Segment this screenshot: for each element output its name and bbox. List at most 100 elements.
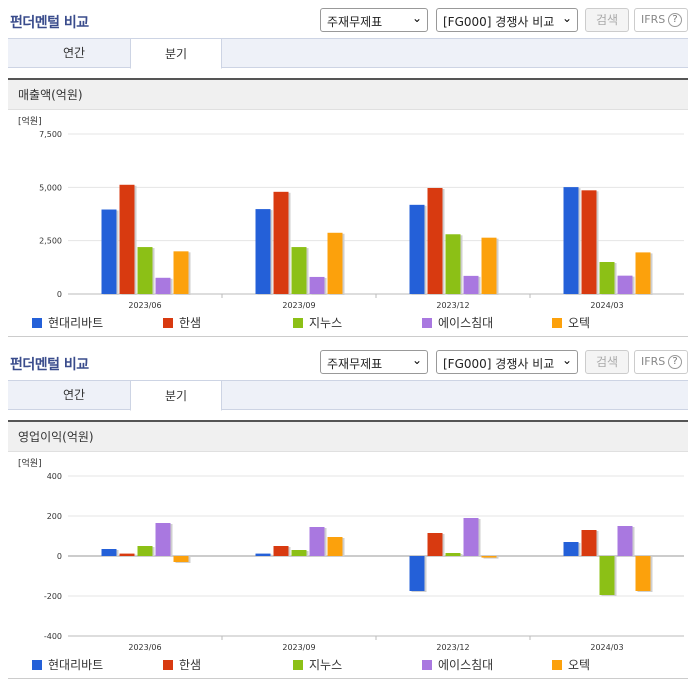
panel-divider <box>8 678 688 679</box>
legend-swatch <box>163 660 173 670</box>
bar-zinus[interactable] <box>445 234 461 294</box>
x-tick-label: 2023/12 <box>436 643 469 652</box>
bar-hanssem[interactable] <box>119 184 135 294</box>
peer-group-select[interactable]: [FG000] 경쟁사 비교 ⌄ <box>436 8 578 32</box>
bar-hanssem[interactable] <box>273 191 289 294</box>
bar-hyundai-livart[interactable] <box>101 549 117 556</box>
bar-zinus[interactable] <box>599 262 615 294</box>
bar-hyundai-livart[interactable] <box>255 209 271 294</box>
legend-label: 현대리바트 <box>48 316 104 330</box>
bar-hanssem[interactable] <box>581 530 597 556</box>
bar-zinus[interactable] <box>291 550 307 556</box>
revenue-panel: 매출액(억원) [억원] 7,500 5,000 2,500 0 2023/06 2023/… <box>8 78 688 337</box>
x-tick-label: 2023/12 <box>436 301 469 310</box>
legend-item-hanssem[interactable]: 한샘 <box>163 656 201 673</box>
help-icon[interactable]: ? <box>668 355 682 369</box>
search-button[interactable]: 검색 <box>585 8 629 32</box>
y-tick-label: 2,500 <box>39 237 62 246</box>
legend-item-hanssem[interactable]: 한샘 <box>163 314 201 331</box>
legend-item-otec[interactable]: 오텍 <box>552 656 590 673</box>
bar-zinus[interactable] <box>445 553 461 556</box>
bar-zinus[interactable] <box>137 546 153 556</box>
operating-profit-chart: [억원] 400 200 0 -200 -400 2023/06 2023/09 2023/12… <box>8 452 688 678</box>
bar-hyundai-livart[interactable] <box>409 204 425 294</box>
operating-profit-panel: 영업이익(억원) [억원] 400 200 0 -200 -400 2023/06 2023/… <box>8 420 688 679</box>
tab-annual[interactable]: 연간 <box>62 388 86 402</box>
period-tabs: 연간 분기 <box>8 38 688 69</box>
legend-label: 에이스침대 <box>438 316 494 330</box>
bar-ace-bed[interactable] <box>617 275 633 294</box>
bar-hanssem[interactable] <box>427 533 443 556</box>
section-header: 펀더멘털 비교 주재무제표 ⌄ [FG000] 경쟁사 비교 ⌄ 검색 IFRS… <box>0 0 696 38</box>
legend-item-zinus[interactable]: 지누스 <box>293 314 342 331</box>
bar-hanssem[interactable] <box>273 546 289 556</box>
ifrs-button[interactable]: IFRS ? <box>634 350 688 374</box>
help-icon[interactable]: ? <box>668 13 682 27</box>
tab-annual[interactable]: 연간 <box>62 46 86 60</box>
tab-quarterly[interactable]: 분기 <box>130 380 222 411</box>
legend-label: 에이스침대 <box>438 658 494 672</box>
tab-quarterly[interactable]: 분기 <box>130 38 222 69</box>
bar-hyundai-livart[interactable] <box>101 209 117 294</box>
bar-hyundai-livart[interactable] <box>563 542 579 556</box>
bar-otec[interactable] <box>173 251 189 294</box>
bar-ace-bed[interactable] <box>155 523 171 556</box>
x-tick-label: 2023/06 <box>128 301 161 310</box>
bar-ace-bed[interactable] <box>309 276 325 294</box>
legend-item-ace-bed[interactable]: 에이스침대 <box>422 314 493 331</box>
statement-type-select[interactable]: 주재무제표 ⌄ <box>320 8 428 32</box>
bar-otec[interactable] <box>635 252 651 294</box>
legend-label: 오텍 <box>568 658 591 672</box>
ifrs-button[interactable]: IFRS ? <box>634 8 688 32</box>
bar-ace-bed[interactable] <box>463 518 479 556</box>
bar-otec[interactable] <box>327 537 343 556</box>
x-tick-label: 2024/03 <box>590 301 623 310</box>
bar-otec[interactable] <box>635 556 651 591</box>
legend-item-zinus[interactable]: 지누스 <box>293 656 342 673</box>
search-button[interactable]: 검색 <box>585 350 629 374</box>
bar-hyundai-livart[interactable] <box>255 553 271 556</box>
y-tick-label: 5,000 <box>39 183 62 192</box>
bar-otec[interactable] <box>481 237 497 294</box>
revenue-chart-svg: [억원] 7,500 5,000 2,500 0 2023/06 2023/09 2023/1… <box>18 115 684 310</box>
bar-ace-bed[interactable] <box>463 275 479 294</box>
x-tick-label: 2024/03 <box>590 643 623 652</box>
legend-item-hyundai-livart[interactable]: 현대리바트 <box>32 314 103 331</box>
legend-item-otec[interactable]: 오텍 <box>552 314 590 331</box>
bar-hyundai-livart[interactable] <box>563 187 579 294</box>
y-tick-label: 0 <box>57 290 62 299</box>
legend-label: 지누스 <box>309 658 343 672</box>
bar-zinus[interactable] <box>291 247 307 294</box>
peer-group-value: [FG000] 경쟁사 비교 <box>443 357 555 371</box>
chevron-down-icon: ⌄ <box>411 11 422 25</box>
chevron-down-icon: ⌄ <box>561 353 572 367</box>
y-tick-label: -200 <box>44 592 62 601</box>
bar-zinus[interactable] <box>137 247 153 294</box>
x-tick-label: 2023/09 <box>282 301 315 310</box>
bar-ace-bed[interactable] <box>309 527 325 556</box>
bar-hanssem[interactable] <box>581 190 597 294</box>
statement-type-value: 주재무제표 <box>327 15 383 29</box>
bar-hanssem[interactable] <box>119 553 135 556</box>
period-tabs: 연간 분기 <box>8 380 688 411</box>
x-tick-label: 2023/06 <box>128 643 161 652</box>
peer-group-select[interactable]: [FG000] 경쟁사 비교 ⌄ <box>436 350 578 374</box>
legend-swatch <box>552 660 562 670</box>
legend-item-ace-bed[interactable]: 에이스침대 <box>422 656 493 673</box>
bar-otec[interactable] <box>173 556 189 562</box>
statement-type-select[interactable]: 주재무제표 ⌄ <box>320 350 428 374</box>
bar-zinus[interactable] <box>599 556 615 595</box>
y-unit-label: [억원] <box>18 457 42 469</box>
statement-type-value: 주재무제표 <box>327 357 383 371</box>
panel-divider <box>8 336 688 337</box>
bar-otec[interactable] <box>481 556 497 558</box>
bar-ace-bed[interactable] <box>155 277 171 294</box>
legend-swatch <box>293 318 303 328</box>
bar-otec[interactable] <box>327 232 343 294</box>
legend-item-hyundai-livart[interactable]: 현대리바트 <box>32 656 103 673</box>
bar-hyundai-livart[interactable] <box>409 556 425 591</box>
chart-legend: 현대리바트 한샘 지누스 에이스침대 오텍 <box>8 654 688 674</box>
bar-hanssem[interactable] <box>427 187 443 294</box>
y-tick-label: -400 <box>44 632 62 641</box>
bar-ace-bed[interactable] <box>617 526 633 556</box>
